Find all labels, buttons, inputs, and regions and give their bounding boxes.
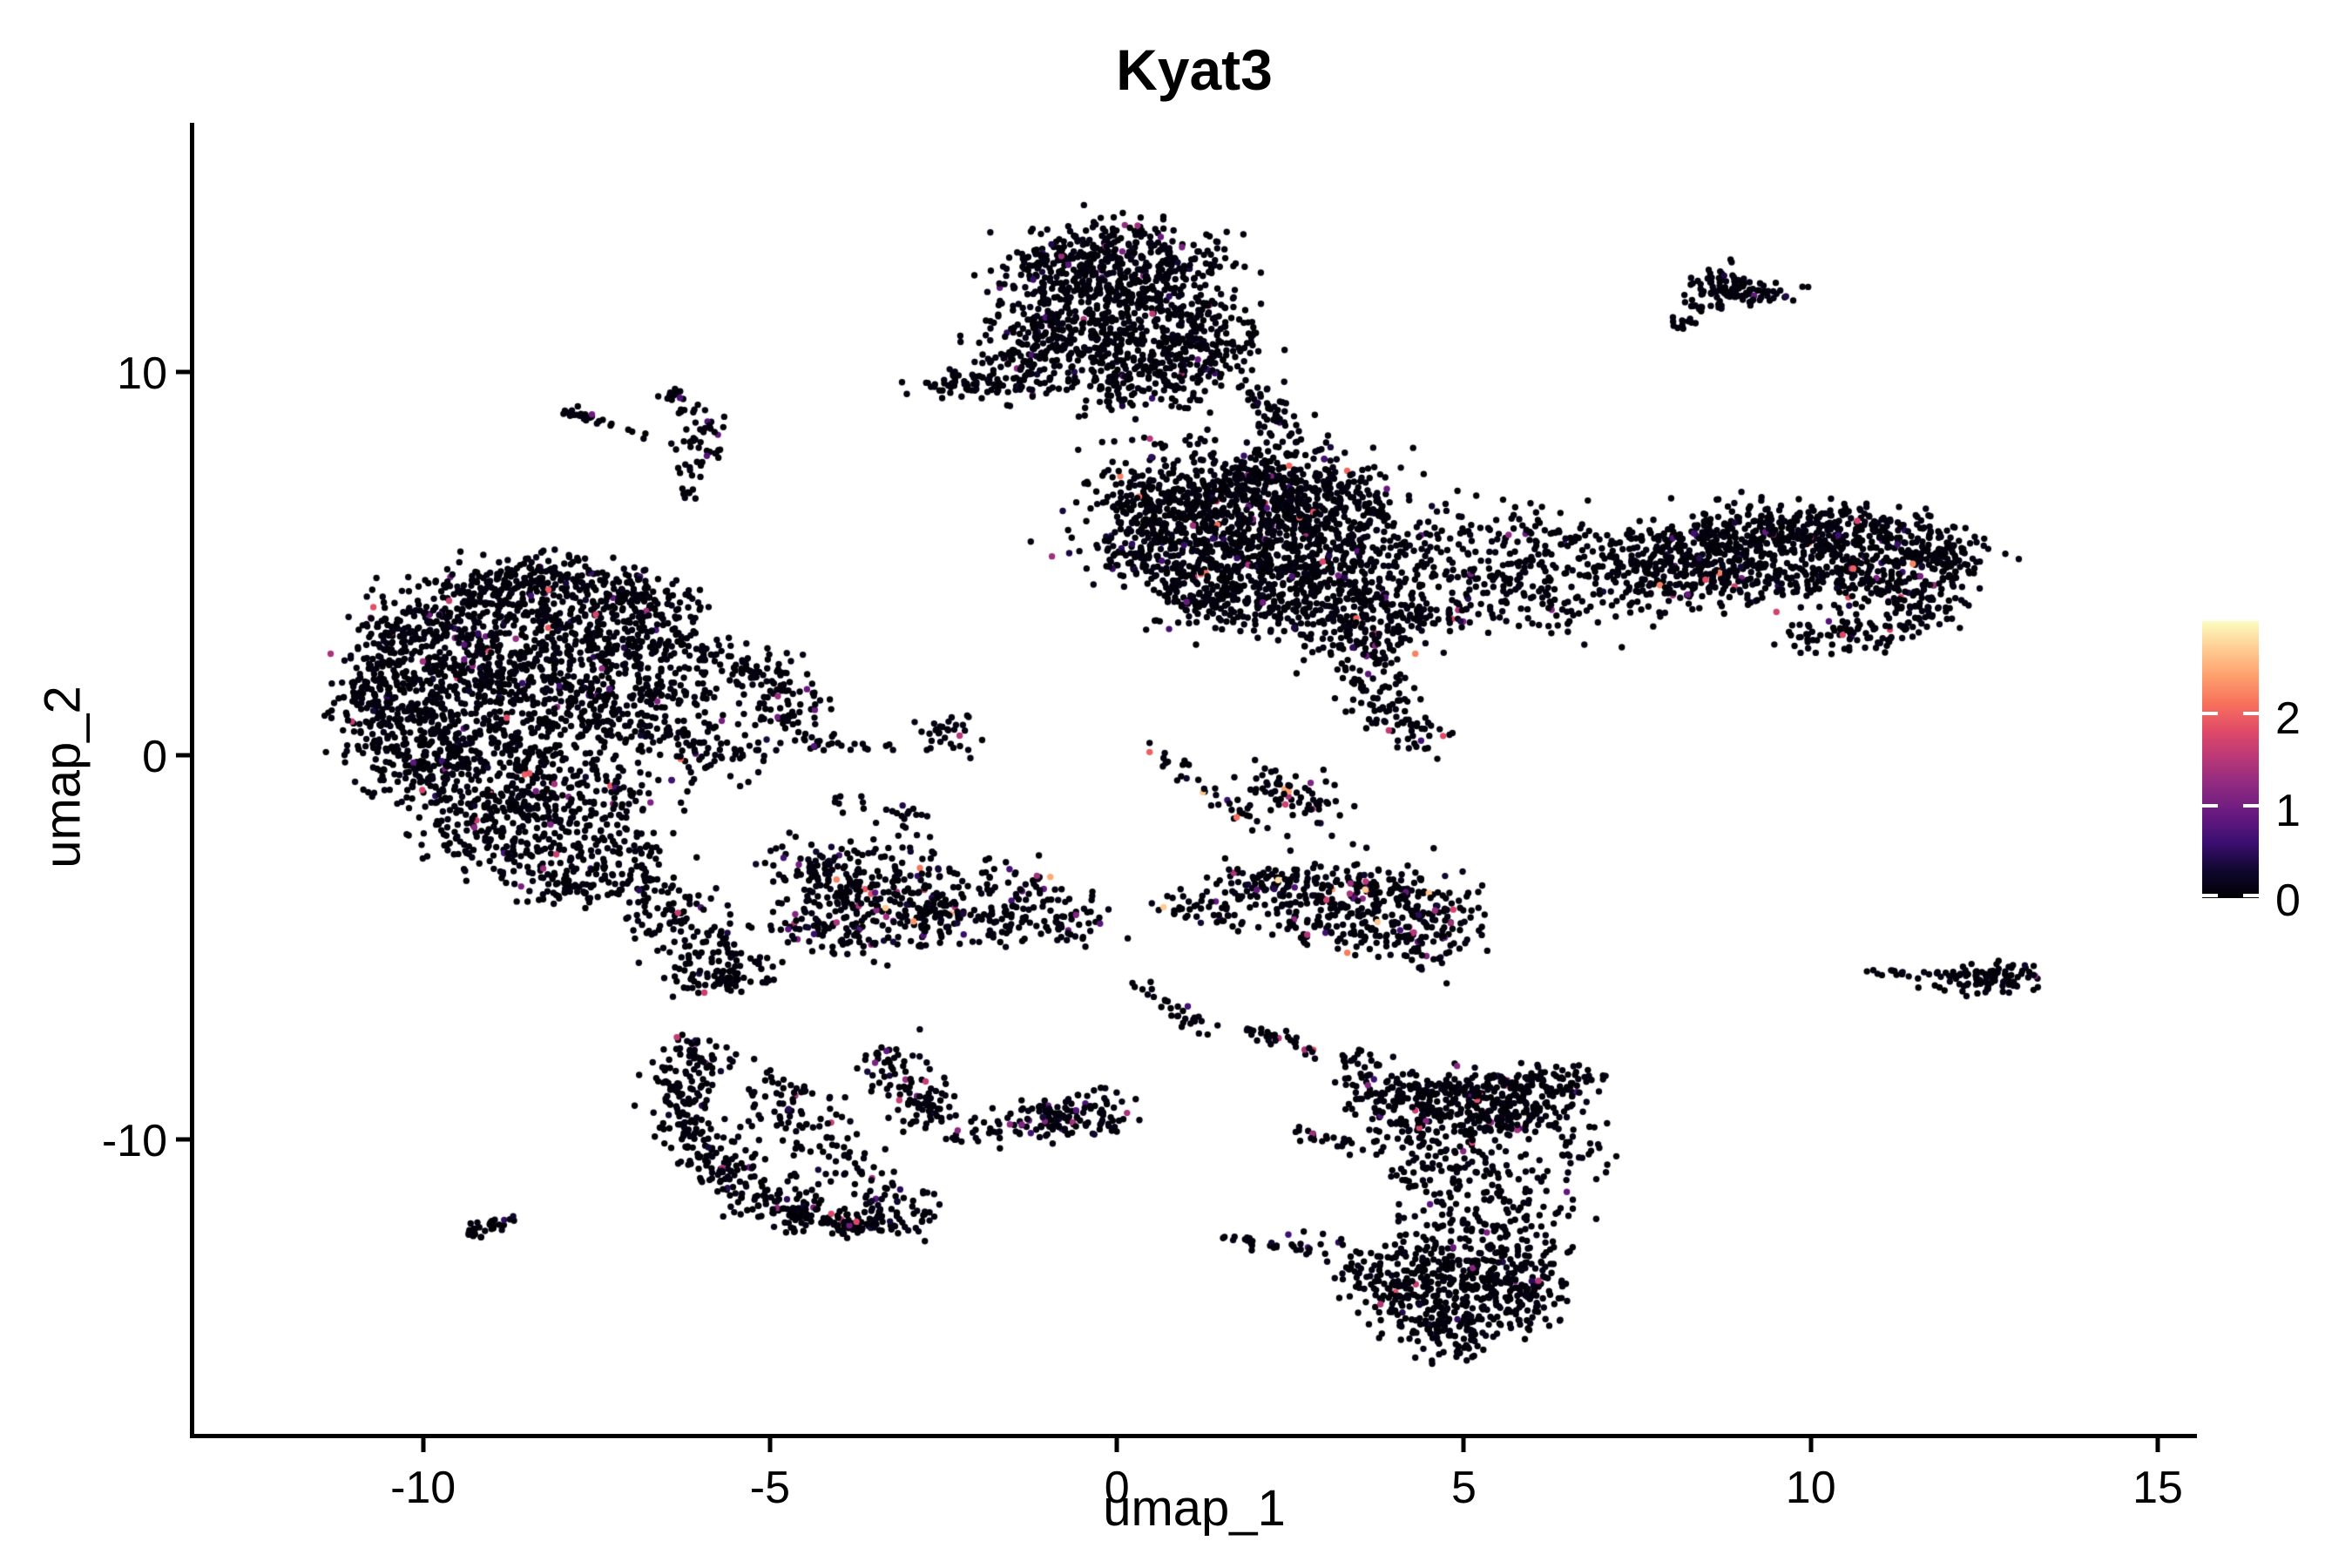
x-tick-mark [1114, 1438, 1119, 1452]
x-axis-line [190, 1434, 2197, 1438]
x-tick-label: 5 [1450, 1463, 1477, 1513]
x-tick-mark [1461, 1438, 1466, 1452]
y-tick-mark [176, 753, 190, 758]
y-tick-mark [176, 1137, 190, 1142]
x-tick-mark [2155, 1438, 2160, 1452]
x-tick-mark [767, 1438, 773, 1452]
x-tick-label: -10 [390, 1463, 456, 1513]
x-tick-label: 10 [1785, 1463, 1836, 1513]
y-tick-label: 0 [142, 732, 167, 783]
colorbar-tick-mark [2243, 804, 2259, 808]
colorbar-tick-mark [2243, 712, 2259, 715]
y-tick-label: 10 [117, 348, 167, 399]
plot-title: Kyat3 [1116, 37, 1273, 102]
x-tick-label: 0 [1104, 1463, 1130, 1513]
x-tick-mark [1808, 1438, 1814, 1452]
y-axis-line [190, 123, 194, 1438]
x-tick-mark [421, 1438, 426, 1452]
y-tick-label: -10 [101, 1116, 167, 1167]
colorbar [2202, 621, 2259, 898]
colorbar-tick-mark [2243, 894, 2259, 897]
x-axis-label: umap_1 [1103, 1480, 1286, 1537]
colorbar-tick-mark [2202, 894, 2218, 897]
y-tick-mark [176, 369, 190, 375]
colorbar-tick-mark [2202, 804, 2218, 808]
plot-panel [193, 123, 2195, 1434]
x-tick-label: -5 [749, 1463, 791, 1513]
colorbar-tick-mark [2202, 712, 2218, 715]
x-tick-label: 15 [2132, 1463, 2183, 1513]
colorbar-tick-label: 2 [2275, 693, 2301, 744]
colorbar-tick-label: 0 [2275, 875, 2301, 926]
colorbar-tick-label: 1 [2275, 786, 2301, 836]
